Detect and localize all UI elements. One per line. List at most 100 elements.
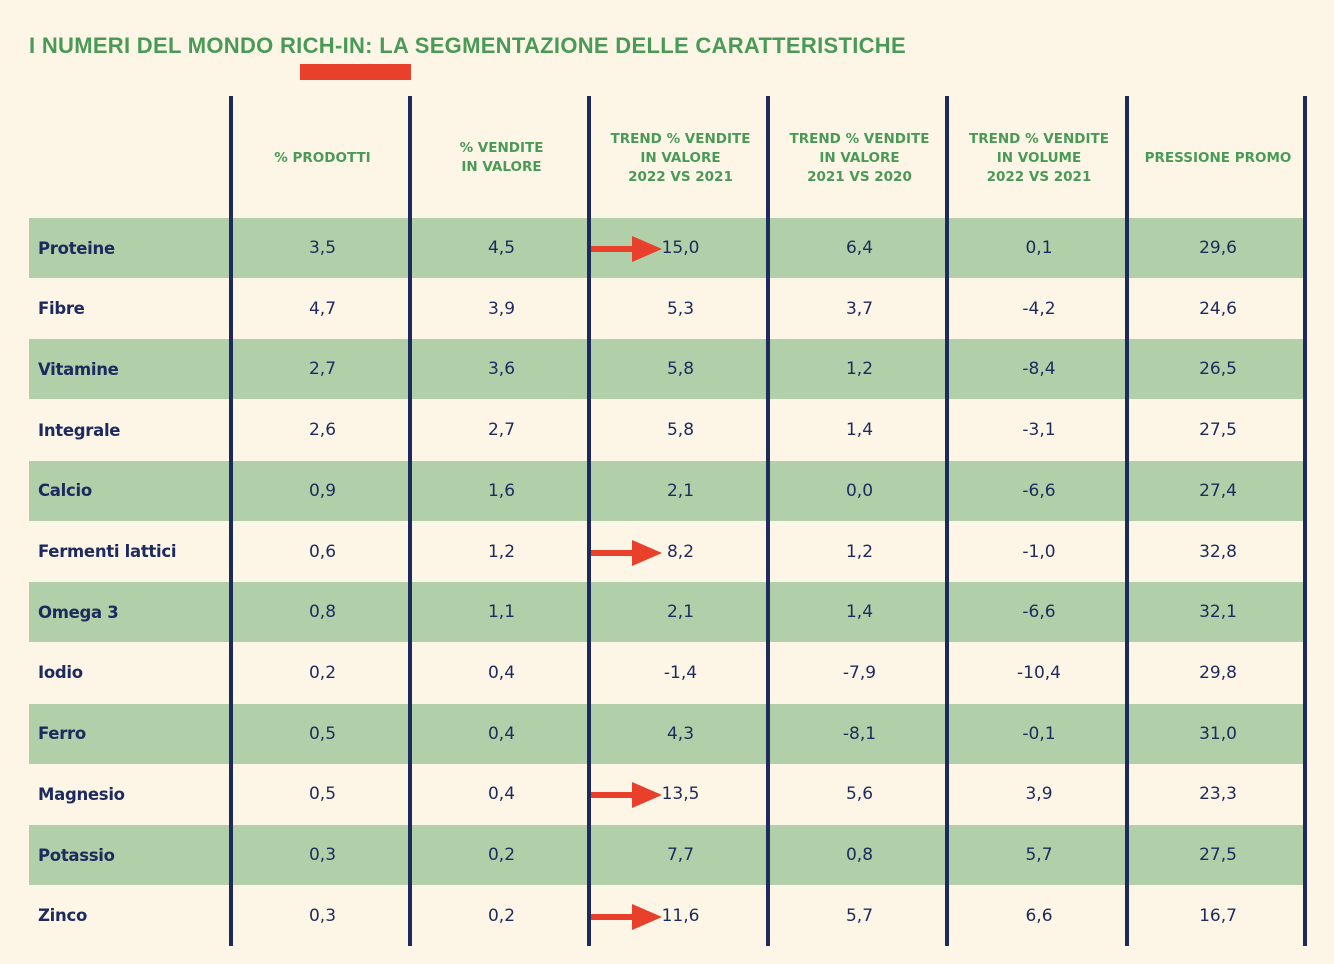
table-cell: 2,7 (308, 359, 337, 380)
table-cell: 2,1 (666, 602, 695, 623)
table-cell: 24,6 (1199, 298, 1237, 319)
table-cell: 27,4 (1199, 480, 1237, 501)
table-cell: 5,8 (666, 359, 695, 380)
table-cell: -3,1 (1022, 420, 1056, 441)
table-cell: 4,7 (308, 298, 337, 319)
table-row: Omega 3 0,8 1,1 2,1 1,4 -6,6 32,1 (29, 582, 1306, 643)
row-label: Fermenti lattici (38, 542, 177, 561)
table-cell: 0,3 (308, 845, 337, 865)
column-divider (766, 96, 770, 946)
table-cell: 32,1 (1199, 602, 1237, 623)
column-divider (1125, 96, 1129, 946)
table-cell: 5,3 (666, 298, 695, 319)
row-label: Ferro (38, 724, 86, 744)
table-cell: 11,6 (661, 905, 700, 926)
table-cell: 29,8 (1199, 662, 1237, 683)
table-cell: 0,5 (308, 784, 337, 805)
table-cell: -1,4 (663, 662, 698, 683)
table-cell: 0,8 (308, 602, 337, 623)
right-arrow-icon (588, 782, 662, 809)
title-accent-bar (300, 64, 411, 80)
table-cell: -1,0 (1022, 541, 1056, 562)
table-cell: 0,9 (308, 480, 337, 501)
table-cell: -6,6 (1022, 602, 1056, 623)
table-cell: 32,8 (1199, 541, 1237, 562)
table-cell: 0,0 (845, 480, 874, 501)
row-label: Fibre (38, 299, 85, 319)
column-header: PRESSIONE PROMO (1144, 149, 1292, 166)
table-cell: 5,7 (1025, 845, 1053, 865)
table-cell: 0,6 (308, 541, 337, 562)
table-cell: 0,4 (487, 723, 516, 744)
right-arrow-icon (588, 236, 662, 262)
right-arrow-icon (588, 903, 662, 930)
table-row: Iodio 0,2 0,4 -1,4 -7,9 -10,4 29,8 (29, 643, 1306, 703)
table-cell: 0,1 (1025, 238, 1053, 258)
table-cell: 5,8 (666, 420, 695, 441)
table-cell: 3,7 (845, 298, 874, 319)
table-cell: 5,6 (845, 784, 874, 805)
table-cell: 26,5 (1199, 359, 1237, 380)
table-cell: 1,2 (487, 541, 516, 562)
table-row: Fermenti lattici 0,6 1,2 8,2 1,2 -1,0 32,8 (29, 522, 1306, 582)
table-cell: 2,6 (308, 420, 337, 441)
table-cell: 0,2 (487, 845, 516, 865)
column-divider (229, 96, 233, 946)
row-label: Zinco (38, 906, 87, 926)
row-label: Magnesio (38, 784, 125, 804)
table-cell: 16,7 (1199, 905, 1237, 926)
table-cell: 31,0 (1199, 723, 1237, 744)
row-label: Vitamine (38, 359, 119, 379)
table-cell: 0,5 (308, 723, 337, 744)
table-cell: 2,1 (666, 480, 695, 501)
row-label: Potassio (38, 845, 115, 865)
right-arrow-icon (588, 539, 662, 566)
column-divider (945, 96, 949, 946)
column-header: % VENDITE IN VALORE (459, 140, 544, 175)
table-cell: 1,1 (487, 602, 516, 623)
table-cell: -0,1 (1022, 723, 1056, 744)
table-cell: -10,4 (1017, 662, 1061, 683)
table-cell: 27,5 (1199, 845, 1237, 865)
table-cell: 1,2 (845, 359, 874, 380)
table-cell: -8,1 (842, 723, 877, 744)
table-cell: 27,5 (1199, 420, 1237, 441)
table-cell: 7,7 (666, 845, 695, 865)
table-row: Integrale 2,6 2,7 5,8 1,4 -3,1 27,5 (29, 400, 1306, 460)
table-cell: 5,7 (845, 905, 874, 926)
table-cell: 3,9 (487, 298, 516, 319)
table-cell: 8,2 (666, 541, 695, 562)
row-label: Integrale (38, 420, 121, 440)
table-cell: 1,2 (845, 541, 874, 562)
table-cell: 3,9 (1025, 784, 1053, 805)
table-cell: 3,5 (308, 238, 337, 258)
table-cell: 4,3 (666, 723, 695, 744)
row-label: Omega 3 (38, 602, 119, 622)
column-header: TREND % VENDITE IN VALORE 2022 VS 2021 (610, 130, 751, 185)
table-cell: 1,6 (487, 480, 516, 501)
table-cell: 1,4 (845, 420, 874, 441)
table-cell: 0,4 (487, 784, 516, 805)
column-divider (408, 96, 412, 946)
table-cell: 0,3 (308, 905, 337, 926)
column-header: % PRODOTTI (274, 149, 371, 166)
table-cell: 1,4 (845, 602, 874, 623)
table-cell: 4,5 (487, 238, 516, 258)
table-cell: -7,9 (842, 662, 877, 683)
row-label: Calcio (38, 481, 92, 501)
table-cell: 0,4 (487, 662, 516, 683)
table-cell: 0,2 (308, 662, 337, 683)
table-cell: 6,4 (845, 238, 874, 258)
column-divider (1303, 96, 1307, 946)
table-cell: 0,2 (487, 905, 516, 926)
row-label: Iodio (38, 663, 83, 683)
table-cell: 6,6 (1025, 905, 1053, 926)
column-header: TREND % VENDITE IN VALORE 2021 VS 2020 (789, 130, 930, 185)
table-cell: 2,7 (487, 420, 516, 441)
page-title: I NUMERI DEL MONDO RICH-IN: LA SEGMENTAZ… (29, 33, 906, 58)
row-label: Proteine (38, 238, 115, 258)
column-header: TREND % VENDITE IN VOLUME 2022 VS 2021 (969, 130, 1109, 185)
table-row: Calcio 0,9 1,6 2,1 0,0 -6,6 27,4 (29, 460, 1306, 521)
table-row: Fibre 4,7 3,9 5,3 3,7 -4,2 24,6 (29, 279, 1306, 339)
table-row: Ferro 0,5 0,4 4,3 -8,1 -0,1 31,0 (29, 703, 1306, 764)
